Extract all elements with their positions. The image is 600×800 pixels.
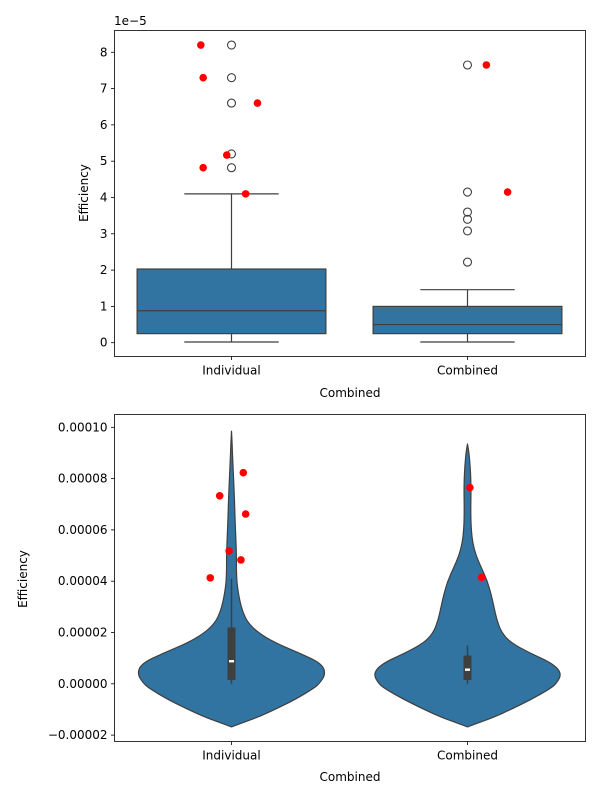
box-plot-frame [114,30,586,357]
box-outlier-point [226,98,237,108]
box-plot-y-label: Efficiency [77,164,91,222]
box-plot-panel: 0 1 2 3 4 5 6 7 8 Individual Combined 1e−5 Combin… [77,14,586,400]
red-data-point [482,61,491,69]
red-data-point [503,188,512,196]
red-data-point [199,163,207,172]
box-plot-y-axis: 0 1 2 3 4 5 6 7 8 [100,45,115,350]
box-outlier-point [462,60,473,70]
box-plot-y-tick-label: 5 [100,154,108,168]
red-data-point [466,483,474,492]
violin-quartile-box [227,627,236,680]
red-data-point [206,574,215,582]
violin-plot-frame [114,414,586,742]
violin-plot-y-tick-label: 0.00000 [58,677,108,691]
red-data-point [237,556,245,564]
violin-plot-x-tick-label: Combined [437,749,498,763]
red-data-point [239,468,248,477]
box-plot-marks [136,40,563,343]
violin-plot-panel: −0.00002 0.00000 0.00002 0.00004 0.00006 0.00… [16,414,586,784]
box-body [372,305,563,335]
red-data-point [253,99,262,107]
red-data-point [241,190,250,198]
box-plot-y-tick-label: 6 [100,118,108,132]
red-data-point [477,573,486,582]
violin-plot-y-tick-label: 0.00006 [58,523,108,537]
box-outlier-point [462,257,473,267]
violin-plot-marks [137,430,561,728]
box-outlier-point [226,163,237,173]
box-plot-x-tick-label: Combined [437,364,498,378]
box-plot-y-tick-label: 1 [100,299,108,313]
red-data-point [197,41,205,49]
violin-plot-y-tick-label: 0.00010 [58,420,108,434]
box-outlier-point [226,73,237,83]
violin-quartile-box [463,655,472,680]
box-plot-x-label: Combined [320,386,381,400]
box-outlier-point [462,214,473,224]
box-outlier-point [462,187,473,197]
box-plot-y-tick-label: 2 [100,263,108,277]
box-plot-y-tick-label: 7 [100,82,108,96]
box-plot-offset-text: 1e−5 [114,14,147,28]
box-body [136,268,327,335]
violin-median-marker [465,668,470,671]
violin-plot-y-tick-label: 0.00004 [58,574,108,588]
box-outlier-point [226,40,237,50]
box-plot-y-tick-label: 4 [100,190,108,204]
box-outlier-point [462,207,473,217]
box-plot-y-tick-label: 0 [100,336,108,350]
violin-plot-y-tick-label: 0.00002 [58,626,108,640]
red-data-point [225,547,233,555]
box-plot-x-tick-label: Individual [202,364,260,378]
violin-plot-x-axis: Individual Combined [202,741,498,763]
violin-plot-y-tick-label: 0.00008 [58,472,108,486]
violin-plot-y-label: Efficiency [16,550,30,608]
box-plot-x-axis: Individual Combined [202,356,498,378]
violin-plot-x-tick-label: Individual [202,749,260,763]
red-data-point [199,73,207,82]
violin-plot-y-axis: −0.00002 0.00000 0.00002 0.00004 0.00006 0.00… [48,420,115,742]
box-plot-y-tick-label: 8 [100,45,108,59]
box-plot-y-tick-label: 3 [100,227,108,241]
violin-body [374,443,561,728]
red-data-point [215,492,224,500]
red-data-point [222,151,231,159]
red-data-point [241,510,250,518]
violin-plot-x-label: Combined [320,770,381,784]
box-outlier-point [462,226,473,236]
violin-median-marker [229,660,234,663]
violin-plot-y-tick-label: −0.00002 [48,728,108,742]
